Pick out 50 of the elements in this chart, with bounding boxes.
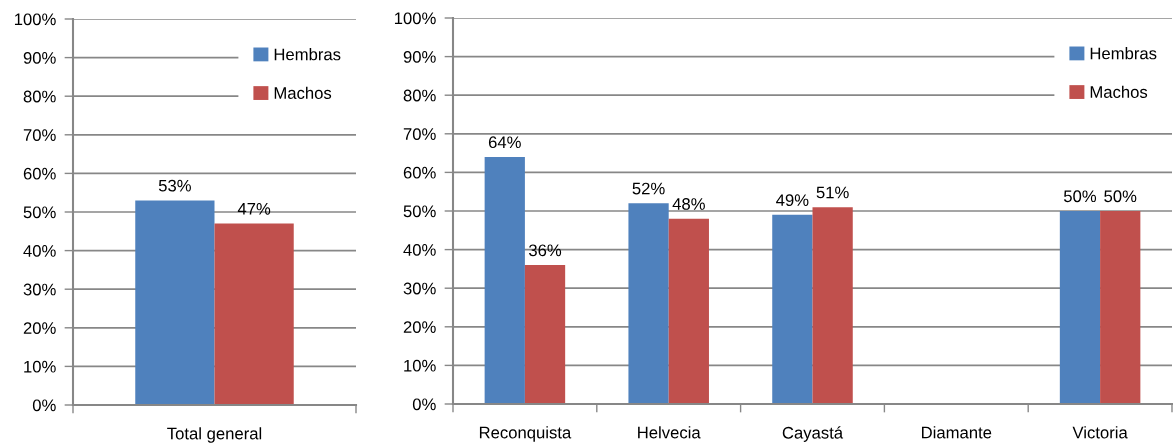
y-tick-label: 50% (403, 205, 436, 218)
y-tick-label: 100% (394, 12, 436, 25)
y-tick-label: 40% (403, 244, 436, 256)
y-tick-label: 80% (23, 90, 56, 103)
bar (668, 218, 709, 404)
bar (1100, 211, 1141, 404)
legend-label: Machos (1090, 85, 1148, 98)
data-label: 48% (672, 198, 705, 210)
x-tick-label: Diamante (922, 426, 992, 439)
data-label: 52% (632, 182, 665, 195)
y-tick-label: 0% (32, 399, 56, 412)
y-tick-label: 20% (403, 321, 436, 333)
y-tick-label: 90% (23, 52, 56, 64)
y-tick-label: 60% (23, 167, 56, 180)
legend-label: Machos (274, 86, 332, 99)
x-tick-label: Victoria (1072, 426, 1128, 439)
y-tick-label: 100% (14, 13, 56, 26)
bar (772, 214, 813, 404)
y-tick-label: 30% (403, 282, 436, 295)
y-tick-label: 20% (23, 322, 56, 334)
data-label: 47% (237, 203, 271, 215)
legend-label: Hembras (274, 48, 341, 61)
data-label: 36% (528, 244, 562, 257)
y-tick-label: 70% (23, 129, 56, 141)
y-tick-label: 60% (403, 166, 436, 179)
data-label: 50% (1063, 190, 1097, 203)
bar (524, 265, 566, 404)
x-tick-label: Reconquista (479, 426, 572, 442)
data-label: 64% (488, 136, 521, 149)
bar (628, 203, 669, 404)
y-tick-label: 70% (403, 128, 436, 140)
bar (1059, 211, 1101, 404)
y-tick-label: 40% (23, 245, 56, 257)
legend-label: Hembras (1090, 47, 1157, 60)
y-tick-label: 80% (403, 89, 436, 102)
data-label: 50% (1104, 190, 1137, 203)
data-label: 51% (816, 186, 849, 199)
bar (484, 156, 525, 404)
data-label: 49% (776, 194, 809, 207)
x-tick-label: Cayastá (782, 426, 844, 442)
y-tick-label: 30% (23, 283, 56, 296)
x-tick-label: Helvecia (638, 426, 701, 439)
data-label: 53% (158, 179, 191, 192)
x-tick-label: Total general (167, 427, 262, 443)
y-tick-label: 10% (404, 359, 436, 372)
y-tick-label: 0% (412, 398, 436, 411)
y-tick-label: 50% (23, 206, 56, 219)
y-tick-label: 90% (403, 51, 436, 63)
y-tick-label: 10% (24, 360, 56, 373)
bar (812, 207, 853, 404)
